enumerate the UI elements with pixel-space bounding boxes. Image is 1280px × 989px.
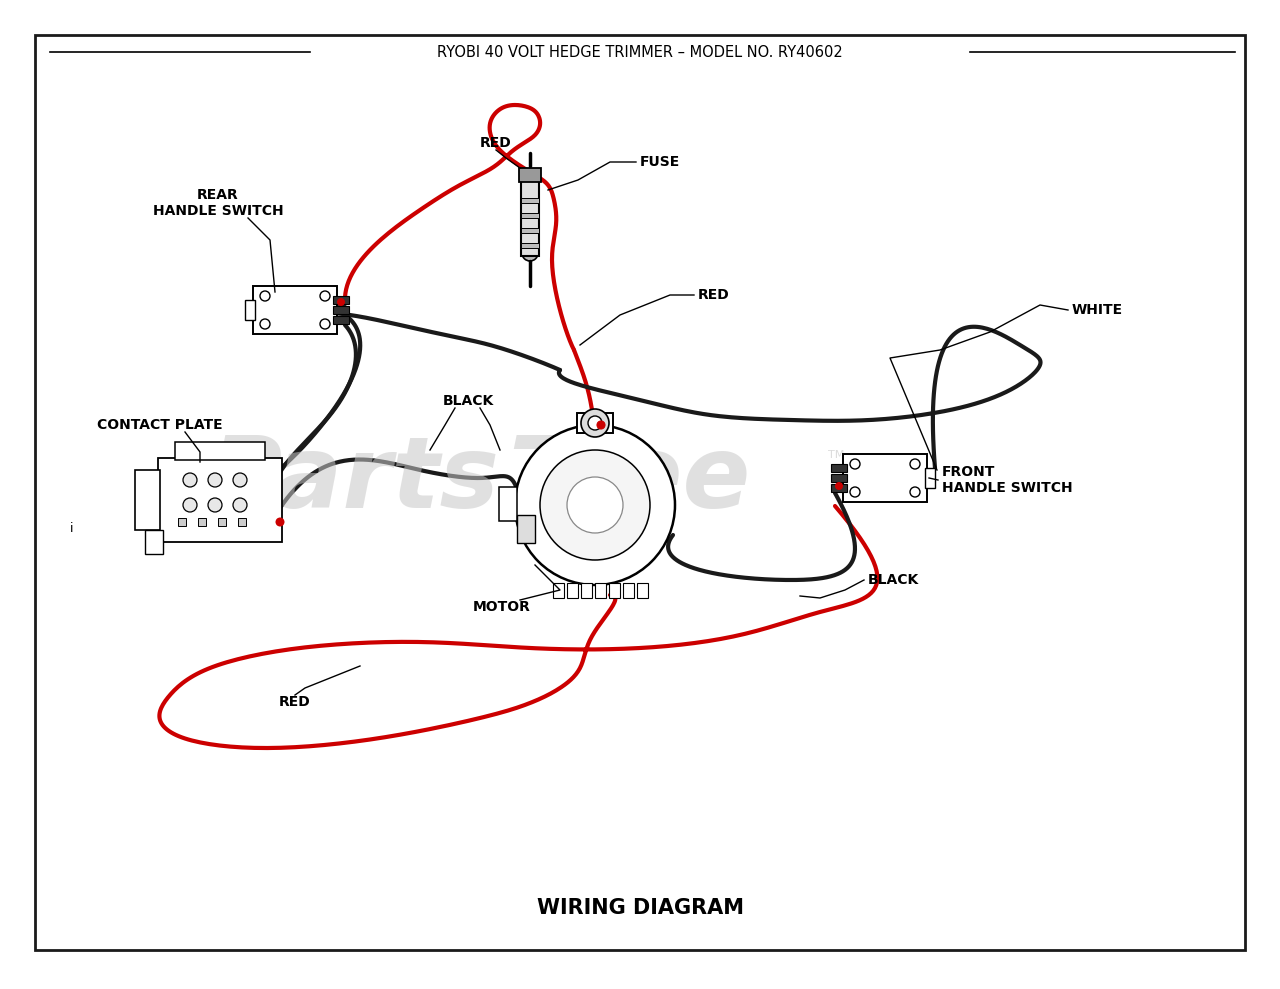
Text: RED: RED [279,695,311,709]
Circle shape [260,319,270,329]
Bar [244,300,255,320]
Bar [178,518,186,526]
Circle shape [320,319,330,329]
Circle shape [850,487,860,497]
Text: REAR
HANDLE SWITCH: REAR HANDLE SWITCH [152,188,283,218]
Bar [577,413,613,433]
Circle shape [588,416,602,430]
Circle shape [522,245,538,261]
Text: RED: RED [698,288,730,302]
Circle shape [515,425,675,585]
Circle shape [910,459,920,469]
Circle shape [337,298,346,306]
Bar [831,464,847,472]
Bar [637,583,648,598]
Circle shape [320,291,330,301]
Bar [157,458,282,542]
Text: WIRING DIAGRAM: WIRING DIAGRAM [536,898,744,918]
Bar [518,168,541,182]
Circle shape [209,498,221,512]
Bar [198,518,206,526]
Circle shape [233,473,247,487]
Circle shape [850,459,860,469]
Bar [521,228,539,233]
Circle shape [540,450,650,560]
Bar [844,454,927,502]
Bar [218,518,227,526]
Text: FRONT
HANDLE SWITCH: FRONT HANDLE SWITCH [942,465,1073,495]
Bar [831,484,847,492]
Bar [517,515,535,543]
Circle shape [233,498,247,512]
Bar [521,243,539,248]
Text: MOTOR: MOTOR [474,600,531,614]
Bar [333,306,349,314]
Bar [609,583,620,598]
Text: RYOBI 40 VOLT HEDGE TRIMMER – MODEL NO. RY40602: RYOBI 40 VOLT HEDGE TRIMMER – MODEL NO. … [438,45,842,59]
Text: WHITE: WHITE [1073,303,1123,317]
Bar [581,583,593,598]
Bar [145,530,163,554]
Circle shape [209,473,221,487]
Circle shape [910,487,920,497]
Circle shape [183,473,197,487]
Circle shape [581,409,609,437]
Bar [623,583,634,598]
Bar [521,198,539,203]
Bar [238,518,246,526]
Text: FUSE: FUSE [640,155,680,169]
Circle shape [260,291,270,301]
Bar [333,296,349,304]
Bar [253,286,337,334]
Circle shape [275,517,284,526]
Text: i: i [70,521,74,534]
Bar [521,180,539,256]
Bar [595,583,605,598]
Bar [333,316,349,324]
Circle shape [835,482,844,490]
Text: CONTACT PLATE: CONTACT PLATE [97,418,223,432]
Bar [925,468,934,488]
Text: Tree: Tree [508,431,750,528]
Bar [553,583,564,598]
Text: RED: RED [480,136,512,150]
Bar [831,474,847,482]
Text: TM: TM [828,450,845,460]
Text: BLACK: BLACK [868,573,919,587]
Bar [134,470,160,530]
Bar [567,583,579,598]
Circle shape [596,421,605,429]
Circle shape [567,477,623,533]
Text: Parts: Parts [209,431,500,528]
Bar [521,213,539,218]
Circle shape [183,498,197,512]
Text: BLACK: BLACK [443,394,494,408]
Bar [175,442,265,460]
Bar [499,487,517,521]
